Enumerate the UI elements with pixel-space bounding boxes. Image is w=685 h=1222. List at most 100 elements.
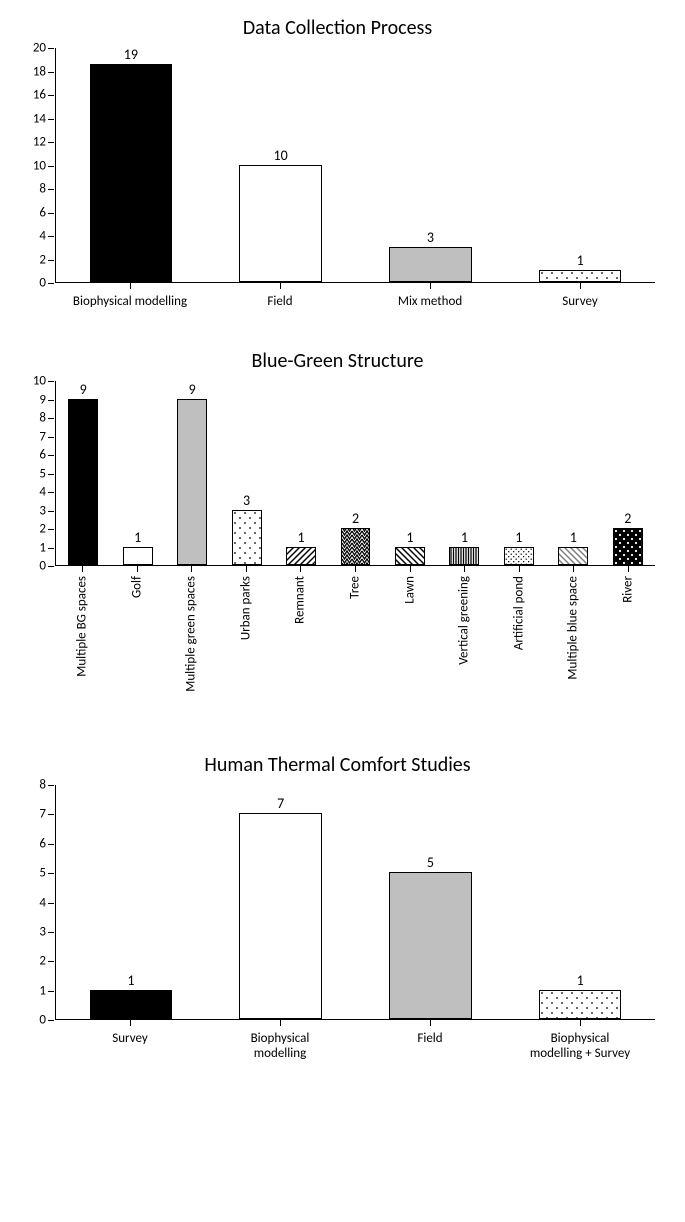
bar-slot: 1 bbox=[110, 381, 164, 565]
bar-value-label: 1 bbox=[461, 531, 468, 545]
y-tick-label: 0 bbox=[39, 559, 56, 574]
y-tick-label: 4 bbox=[39, 229, 56, 244]
y-tick-label: 14 bbox=[33, 111, 56, 126]
bar-rect bbox=[341, 528, 371, 565]
x-label: Lawn bbox=[382, 572, 437, 573]
bar-value-label: 9 bbox=[189, 383, 196, 397]
x-label: Survey bbox=[55, 1026, 205, 1076]
bar-rect bbox=[90, 64, 172, 282]
y-tick-label: 5 bbox=[39, 466, 56, 481]
bars-row: 1751 bbox=[56, 785, 655, 1019]
y-tick-label: 8 bbox=[39, 182, 56, 197]
y-tick-label: 18 bbox=[33, 64, 56, 79]
x-label: Field bbox=[355, 1026, 505, 1076]
y-tick-label: 20 bbox=[33, 41, 56, 56]
bar-slot: 5 bbox=[356, 785, 506, 1019]
bar-slot: 19 bbox=[56, 48, 206, 282]
bar-rect bbox=[389, 247, 471, 282]
y-tick-label: 16 bbox=[33, 88, 56, 103]
bar-value-label: 9 bbox=[80, 383, 87, 397]
chart-title: Blue-Green Structure bbox=[10, 349, 665, 373]
x-labels-row: SurveyBiophysical modellingFieldBiophysi… bbox=[55, 1026, 655, 1076]
bar-slot: 9 bbox=[56, 381, 110, 565]
y-tick-label: 7 bbox=[39, 429, 56, 444]
y-tick-label: 4 bbox=[39, 895, 56, 910]
page: Data Collection Process02468101214161820… bbox=[0, 0, 685, 1222]
x-label: Remnant bbox=[273, 572, 328, 573]
plot-area: 02468101214161820191031 bbox=[55, 48, 655, 283]
bar-rect bbox=[90, 990, 172, 1019]
x-label: Vertical greening bbox=[437, 572, 492, 573]
y-tick-label: 6 bbox=[39, 205, 56, 220]
plot-area: 01234567891091931211112 bbox=[55, 381, 655, 566]
bar-value-label: 1 bbox=[134, 531, 141, 545]
y-tick-label: 0 bbox=[39, 1013, 56, 1028]
y-tick-label: 9 bbox=[39, 392, 56, 407]
y-tick-label: 3 bbox=[39, 924, 56, 939]
bar-value-label: 3 bbox=[243, 494, 250, 508]
bar-value-label: 1 bbox=[515, 531, 522, 545]
chart-title: Data Collection Process bbox=[10, 16, 665, 40]
y-tick-label: 8 bbox=[39, 411, 56, 426]
bar-slot: 9 bbox=[165, 381, 219, 565]
y-tick-label: 1 bbox=[39, 983, 56, 998]
bar-rect bbox=[395, 547, 425, 566]
bar-rect bbox=[239, 813, 321, 1019]
x-label: Mix method bbox=[355, 289, 505, 329]
y-tick-label: 10 bbox=[33, 158, 56, 173]
y-tick-label: 3 bbox=[39, 503, 56, 518]
chart3: Human Thermal Comfort Studies01234567817… bbox=[10, 753, 665, 1076]
y-tick-label: 5 bbox=[39, 866, 56, 881]
x-label: Multiple blue space bbox=[546, 572, 601, 573]
x-label: Tree bbox=[328, 572, 383, 573]
bar-slot: 1 bbox=[492, 381, 546, 565]
bar-rect bbox=[123, 547, 153, 566]
x-label: Biophysical modelling bbox=[205, 1026, 355, 1076]
x-labels-row: Biophysical modellingFieldMix methodSurv… bbox=[55, 289, 655, 329]
bar-rect bbox=[539, 270, 621, 282]
bar-value-label: 1 bbox=[127, 974, 134, 988]
y-tick-label: 2 bbox=[39, 954, 56, 969]
bar-rect bbox=[232, 510, 262, 566]
bar-value-label: 19 bbox=[124, 48, 138, 62]
bar-slot: 1 bbox=[437, 381, 491, 565]
bar-rect bbox=[449, 547, 479, 566]
x-label: Biophysical modelling bbox=[55, 289, 205, 329]
y-tick-label: 12 bbox=[33, 135, 56, 150]
bar-value-label: 1 bbox=[570, 531, 577, 545]
bar-slot: 7 bbox=[206, 785, 356, 1019]
bar-rect bbox=[389, 872, 471, 1019]
bar-rect bbox=[613, 528, 643, 565]
chart1: Data Collection Process02468101214161820… bbox=[10, 16, 665, 329]
bar-slot: 1 bbox=[383, 381, 437, 565]
x-label: Urban parks bbox=[219, 572, 274, 573]
bar-value-label: 2 bbox=[624, 512, 631, 526]
x-label: Field bbox=[205, 289, 355, 329]
bar-slot: 10 bbox=[206, 48, 356, 282]
chart2: Blue-Green Structure01234567891091931211… bbox=[10, 349, 665, 727]
bar-value-label: 1 bbox=[406, 531, 413, 545]
bar-rect bbox=[239, 165, 321, 283]
bar-value-label: 7 bbox=[277, 797, 284, 811]
y-tick-label: 6 bbox=[39, 448, 56, 463]
x-label: Biophysical modelling + Survey bbox=[505, 1026, 655, 1076]
x-tick bbox=[55, 1020, 205, 1026]
bar-slot: 2 bbox=[601, 381, 655, 565]
y-tick-label: 4 bbox=[39, 485, 56, 500]
bar-slot: 1 bbox=[505, 785, 655, 1019]
bar-rect bbox=[539, 990, 621, 1019]
y-tick-label: 8 bbox=[39, 778, 56, 793]
x-tick bbox=[505, 1020, 655, 1026]
x-tick bbox=[355, 283, 505, 289]
y-tick-label: 1 bbox=[39, 540, 56, 555]
x-label: Multiple BG spaces bbox=[55, 572, 110, 573]
y-tick-label: 6 bbox=[39, 836, 56, 851]
bar-slot: 3 bbox=[219, 381, 273, 565]
bar-slot: 1 bbox=[546, 381, 600, 565]
x-label: Survey bbox=[505, 289, 655, 329]
x-tick bbox=[355, 1020, 505, 1026]
bar-rect bbox=[68, 399, 98, 566]
y-tick-label: 7 bbox=[39, 807, 56, 822]
x-tick bbox=[55, 283, 205, 289]
bar-slot: 2 bbox=[328, 381, 382, 565]
